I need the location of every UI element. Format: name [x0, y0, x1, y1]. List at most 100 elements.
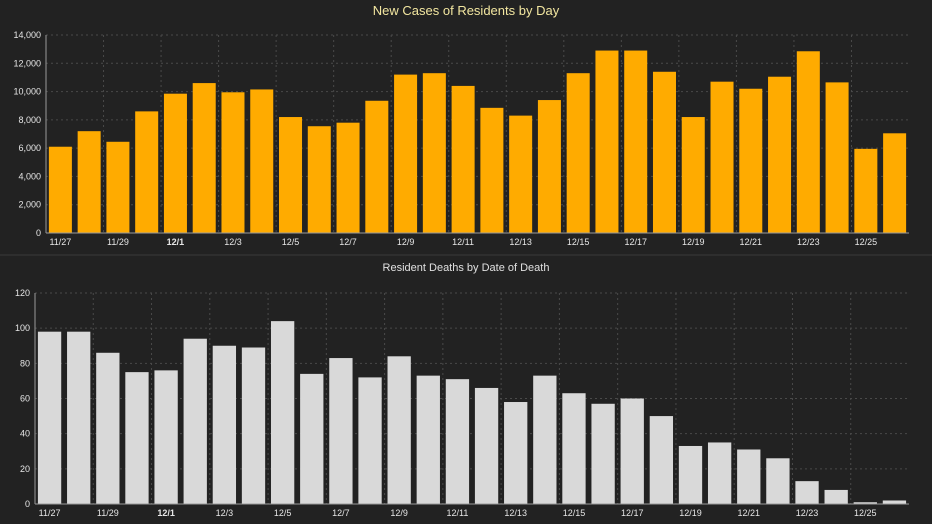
deaths-bar-12-8[interactable]	[358, 377, 382, 504]
deaths-bar-12-3[interactable]	[212, 345, 237, 504]
cases-chart-panel: New Cases of Residents by Day 0 2,000 4,00…	[0, 0, 932, 254]
cases-bar-12-23[interactable]	[796, 51, 820, 234]
deaths-bar-11-28[interactable]	[67, 331, 91, 504]
cases-chart: 0 2,000 4,000 6,000 8,000 10,000 12,000 14,000 1…	[13, 30, 909, 247]
deaths-bar-12-20[interactable]	[707, 442, 732, 504]
cases-bar-11-28[interactable]	[77, 131, 101, 233]
deaths-bar-12-15[interactable]	[562, 393, 586, 504]
cases-bar-12-9[interactable]	[394, 74, 418, 233]
cases-bar-12-15[interactable]	[566, 73, 590, 233]
deaths-x-tick-label: 12/15	[563, 508, 586, 518]
cases-bar-12-6[interactable]	[307, 126, 331, 233]
cases-bar-12-12[interactable]	[480, 107, 504, 233]
deaths-x-tick-label: 12/1	[157, 508, 175, 518]
deaths-chart: 0 20 40 60 80 100 120 11/27 11/29 12/1 12/3 12/5 12/…	[15, 288, 909, 518]
deaths-x-tick-label: 12/9	[390, 508, 408, 518]
deaths-bar-11-29[interactable]	[96, 352, 120, 504]
deaths-y-tick-label: 40	[20, 429, 30, 439]
cases-x-tick-label: 12/23	[797, 237, 820, 247]
deaths-bar-12-19[interactable]	[678, 445, 703, 504]
cases-bar-12-8[interactable]	[365, 100, 389, 233]
cases-x-tick-label: 12/3	[224, 237, 242, 247]
cases-bar-12-1[interactable]	[163, 93, 187, 233]
cases-bar-12-7[interactable]	[336, 122, 360, 233]
deaths-bar-12-23[interactable]	[795, 481, 819, 504]
cases-x-tick-label: 12/7	[339, 237, 357, 247]
deaths-bar-12-13[interactable]	[504, 402, 528, 504]
deaths-bar-11-27[interactable]	[37, 331, 62, 504]
deaths-bar-12-18[interactable]	[649, 416, 674, 504]
deaths-bar-12-1[interactable]	[154, 370, 178, 504]
cases-bar-12-11[interactable]	[451, 85, 475, 234]
deaths-bar-12-24[interactable]	[824, 489, 848, 504]
cases-bar-11-29[interactable]	[106, 141, 130, 233]
deaths-bar-12-11[interactable]	[445, 379, 470, 504]
deaths-bar-12-12[interactable]	[474, 387, 499, 504]
deaths-x-tick-label: 11/29	[97, 508, 119, 518]
cases-x-tick-label: 12/15	[567, 237, 590, 247]
deaths-x-tick-label: 12/25	[854, 508, 877, 518]
cases-bar-12-24[interactable]	[825, 82, 849, 233]
cases-bar-12-3[interactable]	[221, 92, 245, 234]
deaths-bar-12-2[interactable]	[183, 338, 207, 504]
deaths-bar-12-6[interactable]	[300, 373, 324, 504]
deaths-bar-12-5[interactable]	[270, 321, 295, 504]
cases-y-tick-label: 10,000	[13, 87, 41, 97]
deaths-bar-12-4[interactable]	[241, 347, 266, 504]
deaths-x-tick-label: 12/3	[216, 508, 234, 518]
deaths-bar-12-22[interactable]	[766, 458, 790, 504]
cases-bar-12-16[interactable]	[595, 50, 619, 233]
cases-x-tick-label: 11/27	[49, 237, 71, 247]
cases-x-tick-label: 12/1	[167, 237, 185, 247]
cases-bar-12-10[interactable]	[422, 73, 446, 233]
deaths-y-tick-label: 100	[15, 323, 30, 333]
cases-bar-11-30[interactable]	[135, 111, 159, 233]
deaths-x-tick-label: 12/17	[621, 508, 644, 518]
deaths-x-tick-label: 12/5	[274, 508, 292, 518]
deaths-x-tick-label: 12/21	[738, 508, 761, 518]
cases-x-tick-label: 12/5	[282, 237, 300, 247]
cases-chart-title: New Cases of Residents by Day	[372, 3, 560, 18]
deaths-x-tick-label: 12/11	[447, 508, 469, 518]
cases-bar-12-25[interactable]	[854, 148, 878, 233]
cases-y-tick-label: 4,000	[18, 171, 41, 181]
deaths-y-tick-label: 80	[20, 358, 30, 368]
deaths-x-tick-label: 11/27	[39, 508, 61, 518]
deaths-bar-12-14[interactable]	[533, 375, 557, 504]
deaths-y-tick-label: 0	[25, 499, 30, 509]
cases-x-tick-label: 12/11	[452, 237, 474, 247]
cases-bar-12-17[interactable]	[624, 50, 648, 233]
cases-bar-12-22[interactable]	[768, 76, 792, 233]
deaths-y-tick-label: 60	[20, 394, 30, 404]
cases-bar-12-21[interactable]	[739, 88, 763, 233]
deaths-bar-12-9[interactable]	[387, 356, 411, 504]
deaths-x-tick-label: 12/13	[504, 508, 527, 518]
cases-y-tick-label: 14,000	[13, 30, 41, 40]
deaths-bar-12-10[interactable]	[416, 375, 440, 504]
deaths-x-tick-label: 12/19	[679, 508, 702, 518]
cases-x-tick-label: 11/29	[107, 237, 129, 247]
cases-bar-12-4[interactable]	[250, 89, 274, 233]
cases-bar-12-5[interactable]	[279, 117, 303, 233]
cases-x-tick-label: 12/19	[682, 237, 705, 247]
deaths-bar-12-16[interactable]	[591, 403, 615, 504]
cases-bar-12-14[interactable]	[537, 100, 561, 233]
cases-bar-11-27[interactable]	[48, 146, 72, 233]
cases-bar-12-13[interactable]	[509, 115, 533, 233]
cases-y-tick-label: 12,000	[13, 58, 41, 68]
cases-bar-12-2[interactable]	[192, 83, 216, 233]
deaths-bar-12-7[interactable]	[329, 358, 353, 504]
cases-y-tick-label: 0	[36, 228, 41, 238]
deaths-bar-12-21[interactable]	[737, 449, 761, 504]
deaths-bar-11-30[interactable]	[125, 372, 149, 504]
cases-x-tick-label: 12/21	[740, 237, 763, 247]
deaths-y-tick-label: 120	[15, 288, 30, 298]
cases-bar-12-20[interactable]	[710, 81, 734, 234]
deaths-bar-12-25[interactable]	[853, 502, 877, 504]
cases-bar-12-19[interactable]	[681, 117, 705, 233]
cases-bar-12-26[interactable]	[883, 133, 907, 233]
cases-bar-12-18[interactable]	[652, 71, 676, 234]
deaths-bar-12-26[interactable]	[882, 500, 907, 504]
deaths-bar-12-17[interactable]	[620, 398, 644, 505]
